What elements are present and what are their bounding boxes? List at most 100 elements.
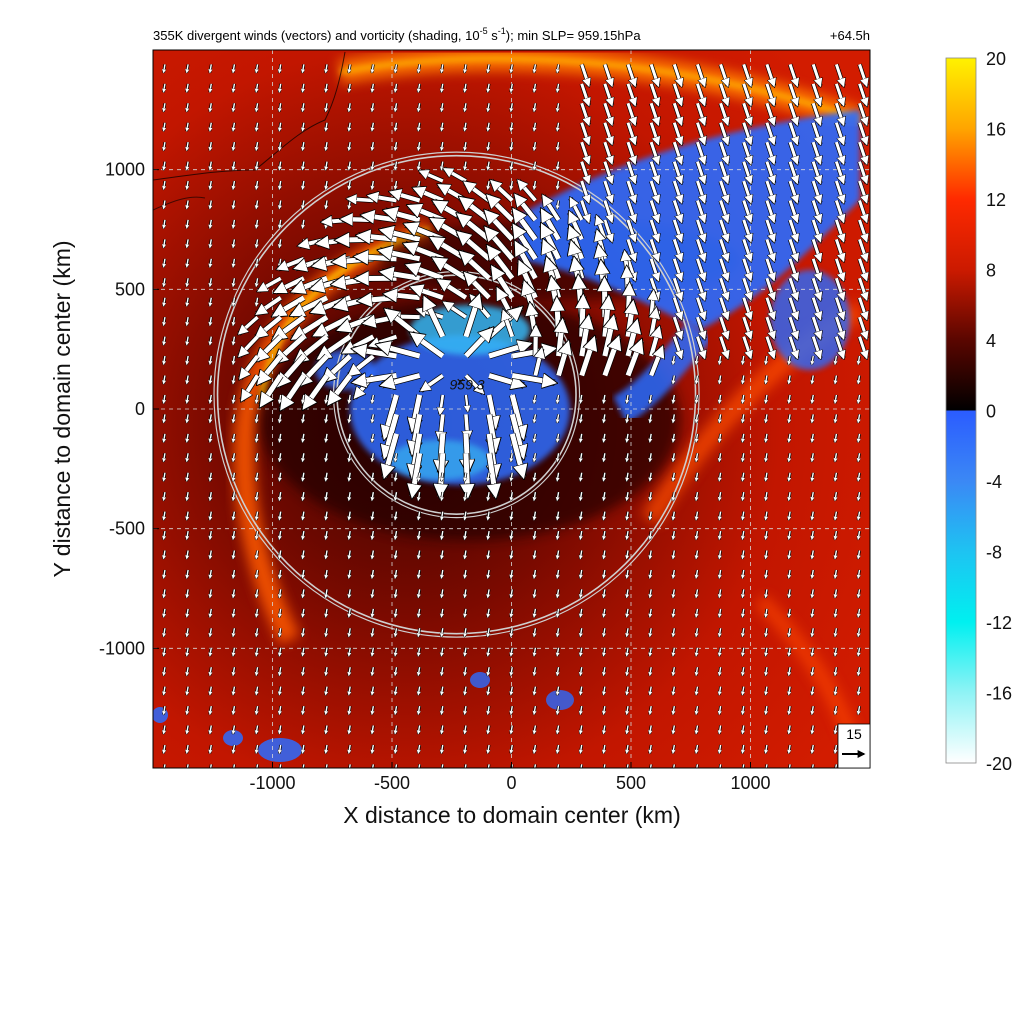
- wind-vector: [210, 647, 211, 656]
- wind-vector: [488, 744, 489, 753]
- wind-vector: [672, 219, 681, 242]
- colorbar-tick-label: 16: [986, 120, 1006, 140]
- wind-vector: [719, 375, 720, 383]
- wind-vector: [326, 647, 327, 656]
- wind-vector: [187, 628, 188, 636]
- wind-vector: [673, 744, 674, 753]
- wind-vector: [696, 492, 697, 500]
- wind-vector: [256, 258, 257, 267]
- wind-vector: [210, 628, 211, 636]
- wind-vector: [534, 122, 535, 131]
- wind-vector: [418, 142, 419, 150]
- wind-vector: [765, 141, 774, 164]
- wind-vector: [256, 608, 257, 617]
- wind-vector: [534, 492, 535, 500]
- wind-vector: [210, 103, 211, 111]
- wind-vector: [187, 219, 188, 228]
- wind-vector: [164, 550, 165, 559]
- wind-vector: [858, 83, 867, 106]
- wind-vector: [580, 122, 589, 145]
- wind-vector: [489, 452, 496, 496]
- wind-vector: [811, 122, 820, 145]
- wind-vector: [858, 180, 867, 203]
- wind-vector: [602, 337, 619, 377]
- wind-vector: [256, 64, 257, 72]
- wind-vector: [765, 705, 766, 714]
- wind-vector: [488, 344, 530, 359]
- wind-vector: [488, 647, 489, 656]
- wind-vector: [256, 647, 257, 656]
- wind-vector: [789, 472, 790, 481]
- wind-vector: [210, 472, 211, 481]
- wind-vector: [418, 530, 419, 539]
- wind-vector: [719, 647, 720, 656]
- wind-vector: [557, 530, 558, 539]
- colorbar-tick-label: -16: [986, 684, 1012, 704]
- wind-vector: [812, 569, 813, 578]
- wind-vector: [349, 530, 350, 539]
- wind-vector: [441, 122, 442, 131]
- wind-vector: [557, 569, 558, 578]
- x-tick-label: 1000: [730, 773, 770, 793]
- wind-vector: [580, 705, 581, 714]
- wind-vector: [696, 375, 697, 383]
- wind-vector: [164, 433, 165, 442]
- wind-vector: [233, 83, 234, 92]
- wind-vector: [279, 414, 280, 422]
- wind-vector: [418, 550, 419, 559]
- wind-vector: [164, 336, 165, 345]
- wind-vector: [858, 355, 859, 364]
- wind-vector: [302, 161, 303, 170]
- wind-vector: [603, 608, 604, 617]
- wind-vector: [279, 239, 280, 247]
- wind-vector: [395, 647, 396, 656]
- wind-vector: [765, 608, 766, 617]
- wind-vector: [372, 511, 373, 520]
- wind-vector: [349, 433, 350, 442]
- wind-vector: [649, 63, 658, 86]
- wind-vector: [187, 667, 188, 675]
- wind-vector: [256, 103, 257, 111]
- wind-vector: [557, 686, 558, 695]
- wind-vector: [302, 589, 303, 597]
- wind-vector: [765, 647, 766, 656]
- wind-vector: [696, 725, 697, 734]
- wind-vector: [627, 414, 628, 422]
- wind-vector: [603, 647, 604, 656]
- wind-vector: [742, 63, 751, 86]
- wind-vector: [210, 180, 211, 189]
- wind-vector: [742, 297, 751, 320]
- wind-vector: [719, 764, 722, 768]
- wind-vector: [279, 647, 280, 656]
- wind-vector: [557, 394, 558, 403]
- wind-vector: [719, 686, 720, 695]
- wind-vector: [326, 200, 327, 208]
- wind-vector: [302, 608, 303, 617]
- wind-vector: [765, 414, 766, 422]
- wind-vector: [441, 83, 442, 92]
- wind-vector: [603, 200, 612, 222]
- wind-vector: [626, 200, 635, 222]
- wind-vector: [812, 744, 813, 753]
- wind-vector: [672, 200, 681, 222]
- wind-vector: [696, 608, 697, 617]
- wind-vector: [239, 335, 259, 357]
- wind-vector: [488, 472, 489, 481]
- wind-vector: [557, 550, 558, 559]
- wind-vector: [342, 219, 374, 220]
- wind-vector: [649, 347, 662, 377]
- wind-vector: [580, 63, 589, 86]
- wind-vector: [858, 394, 859, 403]
- wind-vector: [812, 394, 813, 403]
- wind-vector: [765, 161, 774, 184]
- wind-vector: [209, 764, 212, 768]
- wind-vector: [302, 725, 303, 734]
- wind-vector: [187, 686, 188, 695]
- wind-vector: [673, 453, 674, 461]
- wind-vector: [511, 511, 512, 520]
- wind-vector: [441, 608, 442, 617]
- wind-vector: [673, 667, 674, 675]
- wind-vector: [534, 394, 535, 403]
- wind-vector: [557, 628, 558, 636]
- wind-vector: [626, 161, 635, 184]
